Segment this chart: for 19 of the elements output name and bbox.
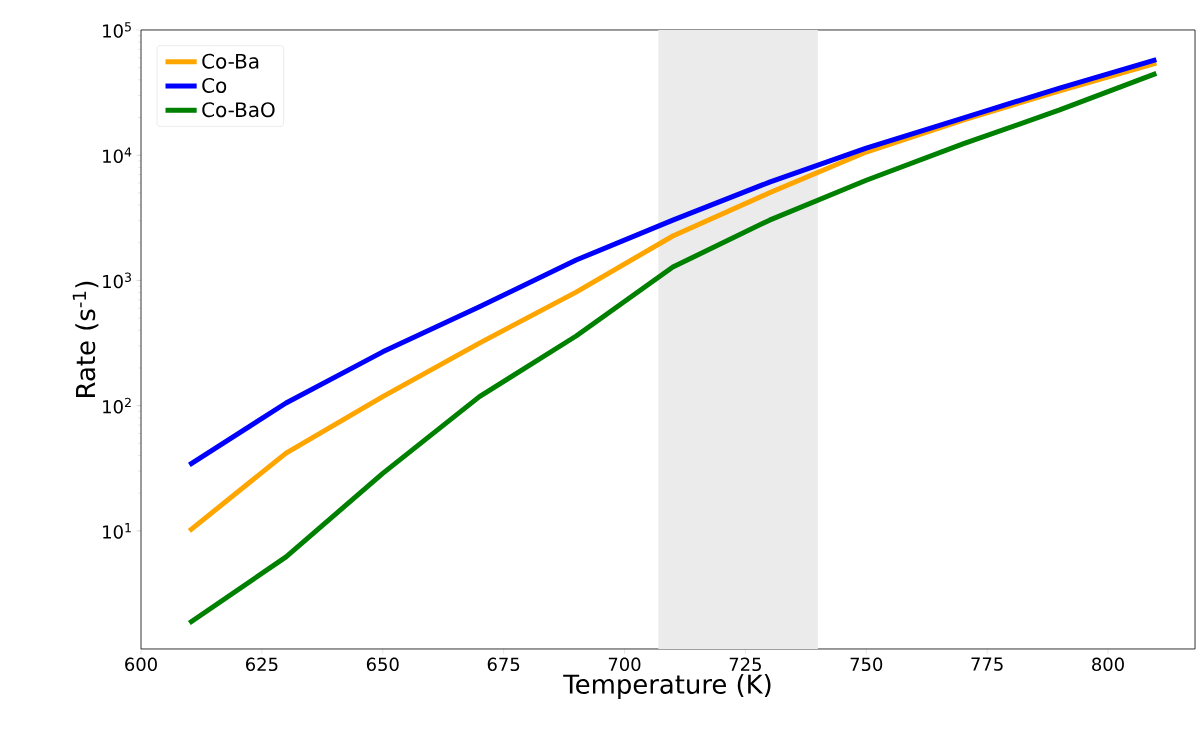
x-tick-label: 625 [246, 657, 278, 672]
x-tick-label: 800 [1092, 657, 1124, 672]
x-tick-label: 600 [125, 657, 157, 672]
y-tick-label: 10$^{5}$ [103, 22, 131, 38]
x-tick-label: 675 [487, 657, 520, 672]
y-tick-label: 10$^{2}$ [103, 397, 131, 414]
x-tick-label: 650 [366, 657, 399, 672]
x-tick-label: 775 [971, 657, 1003, 671]
x-axis-title: Temperature (K) [563, 673, 771, 699]
legend-label: Co-BaO [202, 102, 275, 118]
x-tick-label: 700 [608, 657, 641, 672]
x-tick-label: 725 [729, 657, 761, 672]
y-tick-label: 10$^{3}$ [103, 272, 131, 289]
legend-label: Co-Ba [202, 53, 259, 69]
y-tick-label: 10$^{4}$ [103, 147, 132, 164]
legend-label: Co [202, 77, 227, 93]
y-axis-title: Rate (s$^{-1}$) [72, 281, 99, 397]
y-tick-label: 10$^{1}$ [103, 523, 131, 539]
x-tick-label: 750 [850, 657, 883, 672]
